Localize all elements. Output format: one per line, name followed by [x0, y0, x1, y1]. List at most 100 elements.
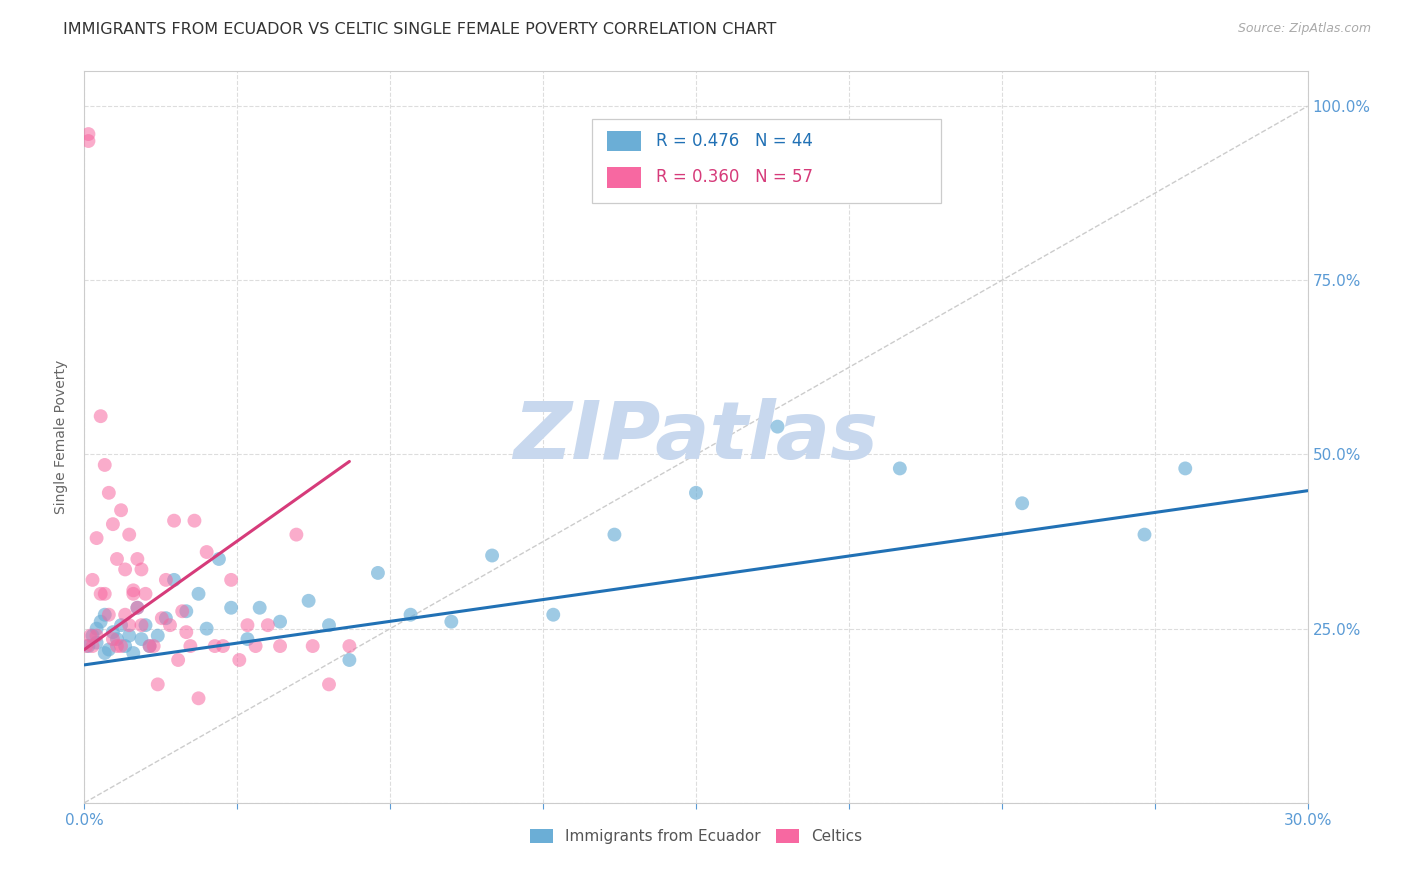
Point	[399, 607, 422, 622]
Point	[93, 607, 115, 622]
Point	[440, 615, 463, 629]
Text: IMMIGRANTS FROM ECUADOR VS CELTIC SINGLE FEMALE POVERTY CORRELATION CHART: IMMIGRANTS FROM ECUADOR VS CELTIC SINGLE…	[63, 22, 776, 37]
Point	[163, 573, 186, 587]
Point	[318, 677, 340, 691]
Point	[110, 618, 132, 632]
Point	[219, 600, 242, 615]
Point	[131, 562, 153, 576]
Point	[195, 622, 218, 636]
Point	[174, 625, 197, 640]
Point	[183, 514, 205, 528]
FancyBboxPatch shape	[592, 119, 941, 203]
Point	[122, 587, 145, 601]
Point	[82, 573, 104, 587]
Point	[77, 134, 100, 148]
Point	[195, 545, 218, 559]
Text: R = 0.360   N = 57: R = 0.360 N = 57	[655, 169, 813, 186]
Legend: Immigrants from Ecuador, Celtics: Immigrants from Ecuador, Celtics	[523, 822, 869, 850]
Point	[110, 639, 132, 653]
Point	[159, 618, 181, 632]
Point	[155, 611, 177, 625]
Y-axis label: Single Female Poverty: Single Female Poverty	[55, 360, 69, 514]
Point	[167, 653, 190, 667]
Point	[127, 552, 149, 566]
Point	[146, 677, 169, 691]
Point	[150, 611, 173, 625]
Point	[285, 527, 308, 541]
Point	[174, 604, 197, 618]
Point	[269, 639, 291, 653]
Point	[187, 587, 209, 601]
Point	[105, 632, 128, 646]
Point	[269, 615, 291, 629]
Point	[90, 587, 112, 601]
Point	[249, 600, 271, 615]
Point	[543, 607, 565, 622]
Point	[367, 566, 389, 580]
Point	[90, 615, 112, 629]
Point	[318, 618, 340, 632]
Point	[105, 552, 128, 566]
Point	[101, 625, 124, 640]
Point	[105, 639, 128, 653]
Point	[172, 604, 194, 618]
Point	[90, 409, 112, 424]
Point	[219, 573, 242, 587]
Point	[1133, 527, 1156, 541]
Point	[79, 629, 101, 643]
Point	[122, 646, 145, 660]
Point	[236, 632, 259, 646]
Point	[228, 653, 250, 667]
Point	[179, 639, 201, 653]
Point	[298, 594, 321, 608]
Point	[603, 527, 626, 541]
Point	[208, 552, 231, 566]
Bar	[606, 130, 641, 151]
Point	[1174, 461, 1197, 475]
Point	[110, 503, 132, 517]
Point	[93, 458, 115, 472]
Point	[114, 607, 136, 622]
Point	[131, 632, 153, 646]
Point	[236, 618, 259, 632]
Point	[93, 587, 115, 601]
Point	[127, 600, 149, 615]
Point	[1011, 496, 1033, 510]
Point	[77, 639, 100, 653]
Point	[889, 461, 911, 475]
Point	[114, 639, 136, 653]
Point	[118, 618, 141, 632]
Point	[77, 127, 100, 141]
Point	[131, 618, 153, 632]
Point	[146, 629, 169, 643]
Text: R = 0.476   N = 44: R = 0.476 N = 44	[655, 132, 813, 150]
Point	[212, 639, 235, 653]
Point	[138, 639, 160, 653]
Point	[101, 517, 124, 532]
Point	[127, 600, 149, 615]
Point	[187, 691, 209, 706]
Point	[101, 632, 124, 646]
Text: ZIPatlas: ZIPatlas	[513, 398, 879, 476]
Point	[155, 573, 177, 587]
Point	[301, 639, 323, 653]
Point	[138, 639, 160, 653]
Point	[122, 583, 145, 598]
Point	[245, 639, 267, 653]
Point	[766, 419, 789, 434]
Point	[86, 635, 108, 649]
Point	[75, 639, 97, 653]
Point	[93, 646, 115, 660]
Point	[82, 639, 104, 653]
Point	[339, 639, 361, 653]
Point	[97, 642, 120, 657]
Point	[97, 607, 120, 622]
Bar	[606, 167, 641, 187]
Point	[257, 618, 280, 632]
Point	[339, 653, 361, 667]
Point	[685, 485, 707, 500]
Point	[481, 549, 503, 563]
Point	[86, 629, 108, 643]
Point	[163, 514, 186, 528]
Point	[97, 485, 120, 500]
